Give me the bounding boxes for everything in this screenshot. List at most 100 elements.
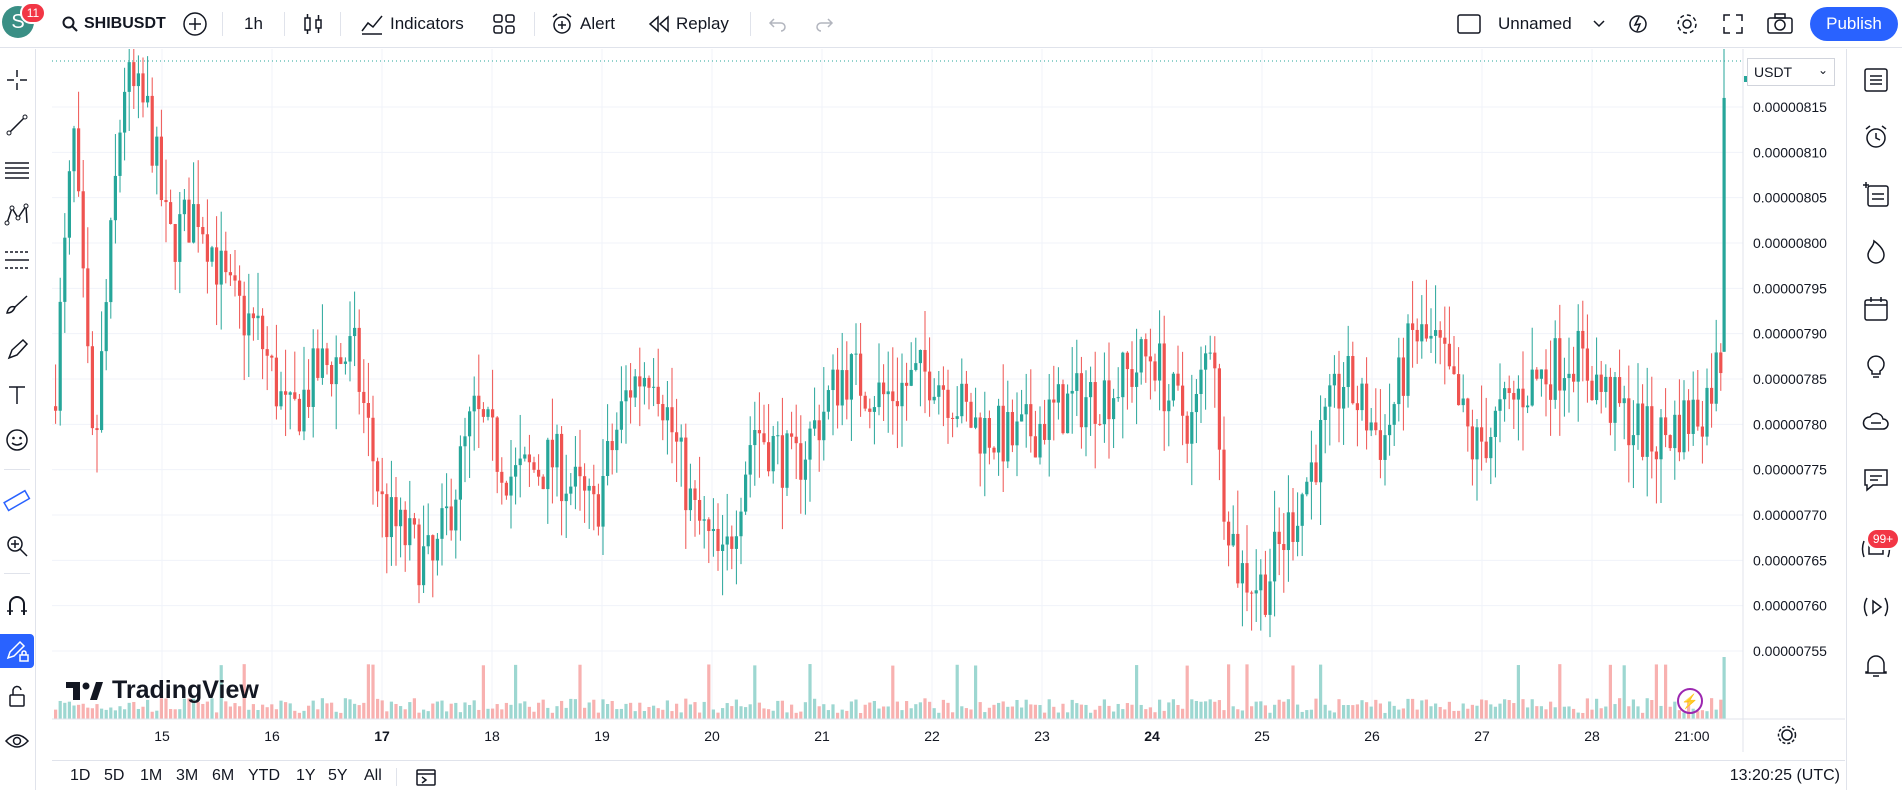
range-1d-button[interactable]: 1D <box>70 767 91 784</box>
range-6m-button[interactable]: 6M <box>212 767 235 784</box>
volume-bar <box>1144 709 1148 719</box>
candle-body <box>1167 400 1171 412</box>
volume-bar <box>845 710 849 719</box>
volume-bar <box>159 698 163 719</box>
alerts-bell-button[interactable] <box>1859 648 1893 682</box>
publish-button[interactable]: Publish <box>1810 7 1898 41</box>
lightbulb-icon <box>1867 355 1885 378</box>
utc-clock[interactable]: 13:20:25 (UTC) <box>1729 767 1840 784</box>
prediction-tool[interactable] <box>0 243 34 277</box>
undo-button[interactable] <box>768 8 788 40</box>
date-tick-label: 22 <box>924 728 940 744</box>
candle-body <box>1438 330 1442 338</box>
volume-bar <box>1562 706 1566 719</box>
emoji-tool[interactable] <box>0 423 34 457</box>
interval-button[interactable]: 1h <box>244 8 263 40</box>
fullscreen-button[interactable] <box>1722 8 1744 40</box>
candle-body <box>491 409 495 418</box>
quick-search-button[interactable] <box>1626 8 1650 40</box>
price-tick-label: 0.00000770 <box>1753 507 1827 523</box>
arrow-tool[interactable] <box>0 333 34 367</box>
range-all-button[interactable]: All <box>364 767 382 784</box>
candle-body <box>1125 352 1129 370</box>
range-1y-button[interactable]: 1Y <box>296 767 316 784</box>
candle-body <box>1581 330 1585 349</box>
settings-gear-icon[interactable] <box>1781 729 1793 741</box>
candle-body <box>58 301 62 411</box>
range-5y-button[interactable]: 5Y <box>328 767 348 784</box>
range-5d-button[interactable]: 5D <box>104 767 125 784</box>
live-button[interactable] <box>1859 590 1893 624</box>
volume-bar <box>560 700 564 719</box>
calendar-button[interactable] <box>1859 292 1893 326</box>
volume-bar <box>1369 706 1373 719</box>
crosshair-tool[interactable] <box>0 63 34 97</box>
volume-bar <box>974 665 978 719</box>
hotlists-button[interactable] <box>1859 235 1893 269</box>
volume-bar <box>1052 706 1056 719</box>
candle-body <box>302 389 306 432</box>
candle-body <box>1056 384 1060 403</box>
candle-body <box>1613 377 1617 423</box>
templates-button[interactable] <box>492 8 516 40</box>
candle-body <box>886 391 890 395</box>
magnet-tool[interactable] <box>0 589 34 623</box>
range-1m-button[interactable]: 1M <box>140 767 163 784</box>
candle-body <box>261 315 265 350</box>
indicators-button[interactable]: Indicators <box>360 8 464 40</box>
text-tool[interactable] <box>0 378 34 412</box>
range-3m-button[interactable]: 3M <box>176 767 199 784</box>
object-tree-button[interactable] <box>1859 177 1893 211</box>
candle-body <box>1006 412 1010 462</box>
volume-bar <box>1162 710 1166 719</box>
candle-body <box>546 439 550 490</box>
volume-bar <box>1282 701 1286 719</box>
brush-tool[interactable] <box>0 288 34 322</box>
stay-in-drawing-mode-tool[interactable] <box>0 634 34 668</box>
chats-button[interactable] <box>1859 463 1893 497</box>
candle-body <box>242 295 246 336</box>
replay-button[interactable]: Replay <box>648 8 729 40</box>
streams-button[interactable] <box>1859 406 1893 440</box>
symbol-search-button[interactable]: SHIBUSDT <box>62 8 166 40</box>
volume-bar <box>118 706 122 719</box>
settings-button[interactable] <box>1674 8 1700 40</box>
snapshot-button[interactable] <box>1766 8 1794 40</box>
candle-body <box>385 494 389 538</box>
candlestick-chart[interactable]: 0.00000815 0.00000810 0.00000805 0.00000800… <box>52 49 1845 752</box>
volume-bar <box>238 706 242 719</box>
trend-line-tool[interactable] <box>0 108 34 142</box>
chart-pane[interactable]: 0.00000815 0.00000810 0.00000805 0.00000800… <box>52 49 1845 752</box>
lock-drawings-tool[interactable] <box>0 679 34 713</box>
volume-bar <box>762 708 766 719</box>
measure-tool[interactable] <box>0 484 34 518</box>
range-ytd-button[interactable]: YTD <box>248 767 280 784</box>
compare-symbol-button[interactable] <box>182 8 208 40</box>
layout-name-button[interactable]: Unnamed <box>1498 8 1606 40</box>
volume-bar <box>325 703 329 719</box>
magnet-icon <box>7 596 27 615</box>
candle-body <box>1516 388 1520 400</box>
watchlist-button[interactable] <box>1859 63 1893 97</box>
redo-icon <box>816 18 834 32</box>
volume-bar <box>1572 708 1576 719</box>
alert-button[interactable]: Alert <box>550 8 615 40</box>
candle-body <box>169 202 173 225</box>
ideas-button[interactable] <box>1859 349 1893 383</box>
volume-bar <box>251 704 255 719</box>
currency-select[interactable]: USDT ⌄ <box>1747 58 1835 86</box>
volume-bar <box>270 704 274 719</box>
chart-type-button[interactable] <box>302 8 324 40</box>
fib-tool[interactable] <box>0 153 34 187</box>
hide-drawings-tool[interactable] <box>0 724 34 758</box>
goto-date-icon[interactable] <box>414 767 438 787</box>
alerts-button[interactable] <box>1859 120 1893 154</box>
lightning-icon[interactable]: ⚡ <box>1677 688 1703 714</box>
layout-button[interactable] <box>1456 8 1482 40</box>
volume-bar <box>431 703 435 719</box>
redo-button[interactable] <box>814 8 834 40</box>
volume-bar <box>1641 712 1645 719</box>
pattern-tool[interactable] <box>0 198 34 232</box>
volume-bar <box>1719 699 1723 719</box>
zoom-tool[interactable] <box>0 529 34 563</box>
